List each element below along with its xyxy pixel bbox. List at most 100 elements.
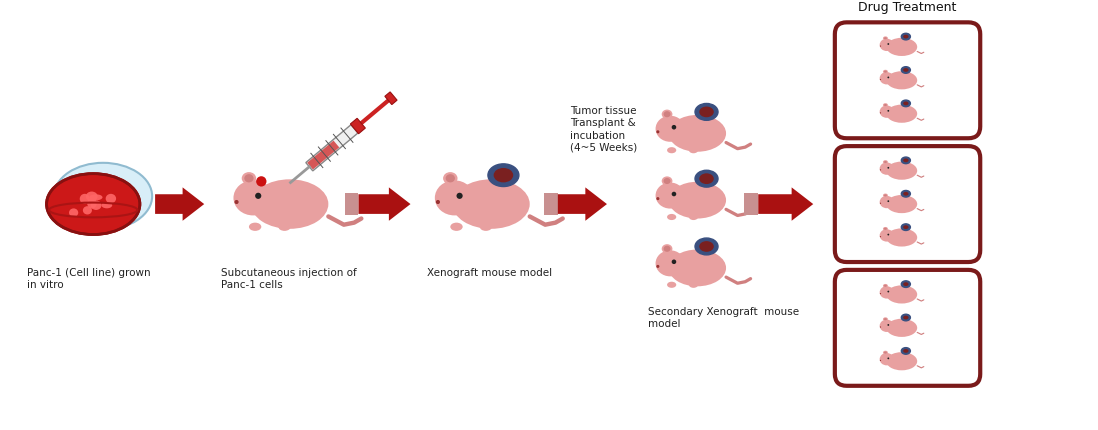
Ellipse shape: [669, 182, 726, 218]
Ellipse shape: [883, 284, 888, 288]
Circle shape: [887, 324, 889, 326]
Ellipse shape: [886, 286, 917, 304]
Ellipse shape: [904, 282, 908, 286]
Polygon shape: [306, 125, 358, 171]
Ellipse shape: [668, 147, 676, 153]
Ellipse shape: [904, 349, 908, 353]
Ellipse shape: [69, 209, 78, 217]
Ellipse shape: [901, 157, 910, 164]
Ellipse shape: [663, 246, 671, 252]
Polygon shape: [385, 92, 397, 104]
Ellipse shape: [904, 316, 908, 319]
Ellipse shape: [879, 353, 894, 366]
Ellipse shape: [669, 249, 726, 286]
Ellipse shape: [883, 160, 888, 164]
Circle shape: [256, 176, 267, 187]
Circle shape: [657, 265, 660, 268]
Ellipse shape: [695, 104, 718, 120]
Ellipse shape: [688, 214, 698, 220]
Ellipse shape: [251, 179, 328, 229]
Ellipse shape: [879, 105, 894, 118]
Ellipse shape: [879, 286, 894, 298]
Circle shape: [672, 259, 676, 264]
Ellipse shape: [656, 116, 685, 142]
Ellipse shape: [904, 35, 908, 38]
Ellipse shape: [234, 180, 272, 215]
Ellipse shape: [668, 214, 676, 220]
Text: Subcutaneous injection of
Panc-1 cells: Subcutaneous injection of Panc-1 cells: [221, 268, 357, 289]
Circle shape: [879, 46, 881, 47]
Ellipse shape: [87, 198, 97, 209]
Ellipse shape: [101, 202, 112, 208]
Ellipse shape: [879, 196, 894, 208]
Ellipse shape: [452, 179, 529, 229]
Ellipse shape: [435, 180, 474, 215]
Circle shape: [672, 125, 676, 129]
Ellipse shape: [884, 228, 887, 230]
Polygon shape: [558, 187, 607, 221]
Ellipse shape: [699, 173, 714, 184]
Circle shape: [887, 357, 889, 359]
Ellipse shape: [89, 194, 102, 200]
Ellipse shape: [662, 176, 672, 186]
Polygon shape: [358, 187, 411, 221]
Ellipse shape: [494, 168, 513, 182]
Ellipse shape: [904, 192, 908, 196]
Ellipse shape: [901, 281, 910, 287]
Ellipse shape: [699, 241, 714, 252]
Ellipse shape: [884, 71, 887, 73]
Ellipse shape: [668, 282, 676, 288]
Ellipse shape: [663, 111, 671, 117]
Circle shape: [887, 43, 889, 45]
Ellipse shape: [444, 172, 458, 184]
Ellipse shape: [879, 229, 894, 242]
Polygon shape: [350, 118, 366, 134]
Text: Secondary Xenograft  mouse
model: Secondary Xenograft mouse model: [648, 307, 799, 329]
Ellipse shape: [80, 194, 90, 204]
Ellipse shape: [886, 162, 917, 180]
Circle shape: [887, 200, 889, 202]
Ellipse shape: [446, 174, 455, 182]
Ellipse shape: [883, 194, 888, 197]
Bar: [744, 193, 759, 215]
Ellipse shape: [904, 159, 908, 162]
Circle shape: [657, 130, 660, 133]
Ellipse shape: [249, 223, 261, 231]
Ellipse shape: [699, 107, 714, 117]
Ellipse shape: [901, 33, 910, 40]
Ellipse shape: [883, 37, 888, 40]
Ellipse shape: [688, 147, 698, 153]
Ellipse shape: [884, 285, 887, 287]
Circle shape: [235, 200, 238, 204]
Ellipse shape: [904, 225, 908, 229]
FancyBboxPatch shape: [834, 146, 981, 262]
Ellipse shape: [656, 250, 685, 276]
Polygon shape: [155, 187, 204, 221]
Ellipse shape: [688, 282, 698, 288]
Ellipse shape: [901, 100, 910, 107]
Ellipse shape: [901, 224, 910, 230]
Text: Panc-1 (Cell line) grown
in vitro: Panc-1 (Cell line) grown in vitro: [27, 268, 152, 289]
Ellipse shape: [883, 227, 888, 230]
Ellipse shape: [884, 318, 887, 320]
Circle shape: [887, 77, 889, 78]
Ellipse shape: [884, 194, 887, 197]
Ellipse shape: [883, 103, 888, 107]
Circle shape: [887, 291, 889, 292]
Ellipse shape: [662, 110, 672, 119]
FancyBboxPatch shape: [834, 270, 981, 386]
Circle shape: [879, 360, 881, 361]
Circle shape: [879, 169, 881, 170]
Ellipse shape: [883, 70, 888, 74]
Ellipse shape: [242, 172, 256, 184]
Circle shape: [457, 193, 462, 199]
Ellipse shape: [879, 163, 894, 175]
Circle shape: [887, 167, 889, 169]
Ellipse shape: [879, 319, 894, 332]
Circle shape: [657, 197, 660, 200]
Ellipse shape: [883, 317, 888, 321]
FancyBboxPatch shape: [834, 22, 981, 138]
Ellipse shape: [886, 71, 917, 89]
Ellipse shape: [669, 115, 726, 152]
Circle shape: [879, 79, 881, 80]
